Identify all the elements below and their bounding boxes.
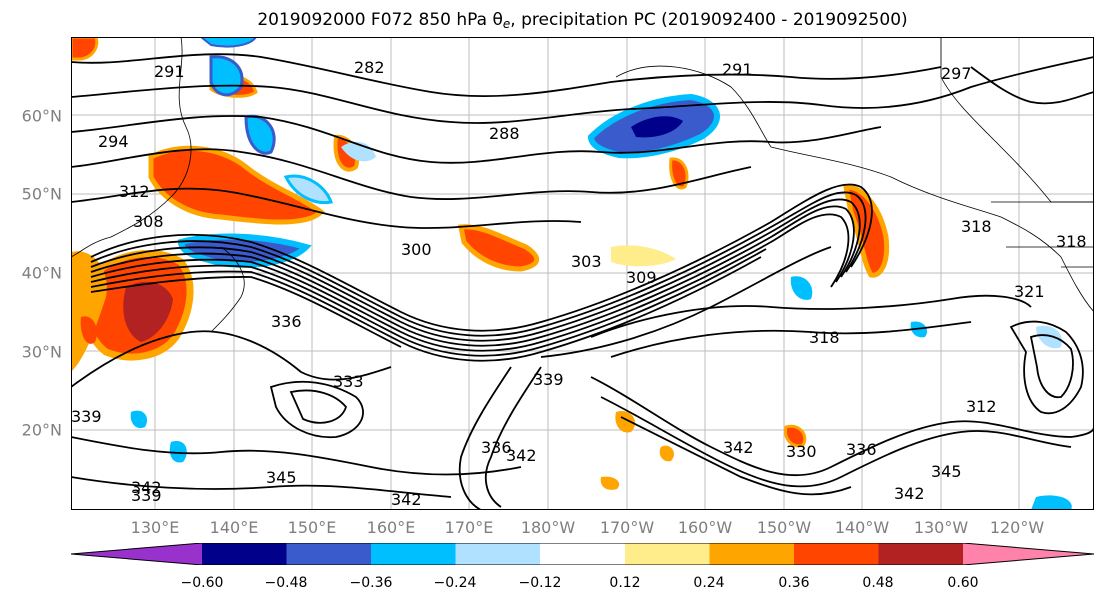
contour-label: 318 [1056,232,1087,251]
lon-label: 160°E [366,518,416,537]
lon-label: 130°E [130,518,180,537]
contour-label: 288 [489,124,520,143]
lon-label: 170°E [444,518,494,537]
lat-label: 50°N [21,184,62,204]
colorbar-segment [709,543,794,565]
contour-label: 342 [391,490,422,509]
title-suffix: , precipitation PC (2019092400 - 2019092… [510,10,908,30]
colorbar-tick-label: −0.36 [349,575,393,591]
lon-label: 150°W [756,518,812,537]
contour-label: 336 [271,312,302,331]
colorbar-segment [202,543,287,565]
contour-label: 309 [626,268,657,287]
contour-label: 336 [481,438,512,457]
colorbar-segment [540,543,625,565]
contour-labels: 291 282 291 297 294 288 312 308 300 303 … [71,58,1087,509]
contour-label: 297 [941,64,972,83]
contour-label: 342 [131,478,162,497]
contour-label: 330 [786,442,817,461]
contour-label: 318 [961,217,992,236]
lat-label: 30°N [21,342,62,362]
colorbar-tick-label: −0.48 [264,575,308,591]
colorbar-segment [455,543,540,565]
contour-label: 339 [71,407,102,426]
contour-label: 339 [131,486,162,505]
lon-label: 170°W [599,518,655,537]
graticule [71,37,1094,510]
contour-label: 294 [98,132,129,151]
colorbar-tick-label: −0.12 [518,575,562,591]
contour-label: 282 [354,58,385,77]
colorbar-tick-label: 0.36 [778,575,810,591]
lon-label: 140°E [209,518,259,537]
title-subscript: e [502,17,511,31]
colorbar [71,543,1094,565]
colorbar-segment [71,543,202,565]
lat-label: 60°N [21,106,62,126]
contour-label: 308 [133,212,164,231]
lon-label: 120°W [989,518,1045,537]
contour-label: 291 [722,60,753,79]
contour-label: 339 [533,370,564,389]
colorbar-tick-label: 0.48 [862,575,894,591]
contour-label: 300 [401,240,432,259]
colorbar-tick-label: −0.60 [180,575,224,591]
colorbar-segment [286,543,371,565]
contour-label: 318 [809,328,840,347]
contour-label: 342 [894,484,925,503]
colorbar-segment [878,543,963,565]
contour-label: 336 [846,440,877,459]
coastlines [71,37,1094,333]
map-canvas: 291 282 291 297 294 288 312 308 300 303 … [71,37,1094,510]
precip-fills [71,37,1072,510]
colorbar-segment [794,543,879,565]
lat-label: 40°N [21,263,62,283]
lat-label: 20°N [21,420,62,440]
title-prefix: 2019092000 F072 850 hPa θ [257,10,503,30]
contour-label: 312 [119,182,150,201]
map-plot: 291 282 291 297 294 288 312 308 300 303 … [71,37,1094,510]
colorbar-tick-label: 0.24 [693,575,725,591]
colorbar-tick-label: −0.24 [433,575,477,591]
contour-label: 303 [571,252,602,271]
colorbar-tick-label: 0.12 [609,575,641,591]
colorbar-tick-label: 0.60 [947,575,979,591]
contour-label: 342 [506,446,537,465]
contour-label: 312 [966,397,997,416]
contour-label: 342 [723,438,754,457]
lon-label: 150°E [287,518,337,537]
map-title: 2019092000 F072 850 hPa θe, precipitatio… [0,10,1105,31]
lon-label: 130°W [913,518,969,537]
contour-label: 321 [1014,282,1045,301]
contour-label: 345 [931,462,962,481]
colorbar-segment [371,543,456,565]
contour-label: 291 [154,62,185,81]
contour-label: 345 [266,468,297,487]
theta-e-contours [71,53,1094,510]
lon-label: 140°W [834,518,890,537]
colorbar-segment [963,543,1094,565]
lon-label: 160°W [677,518,733,537]
contour-label: 333 [333,372,364,391]
colorbar-segment [625,543,710,565]
lon-label: 180°W [520,518,576,537]
